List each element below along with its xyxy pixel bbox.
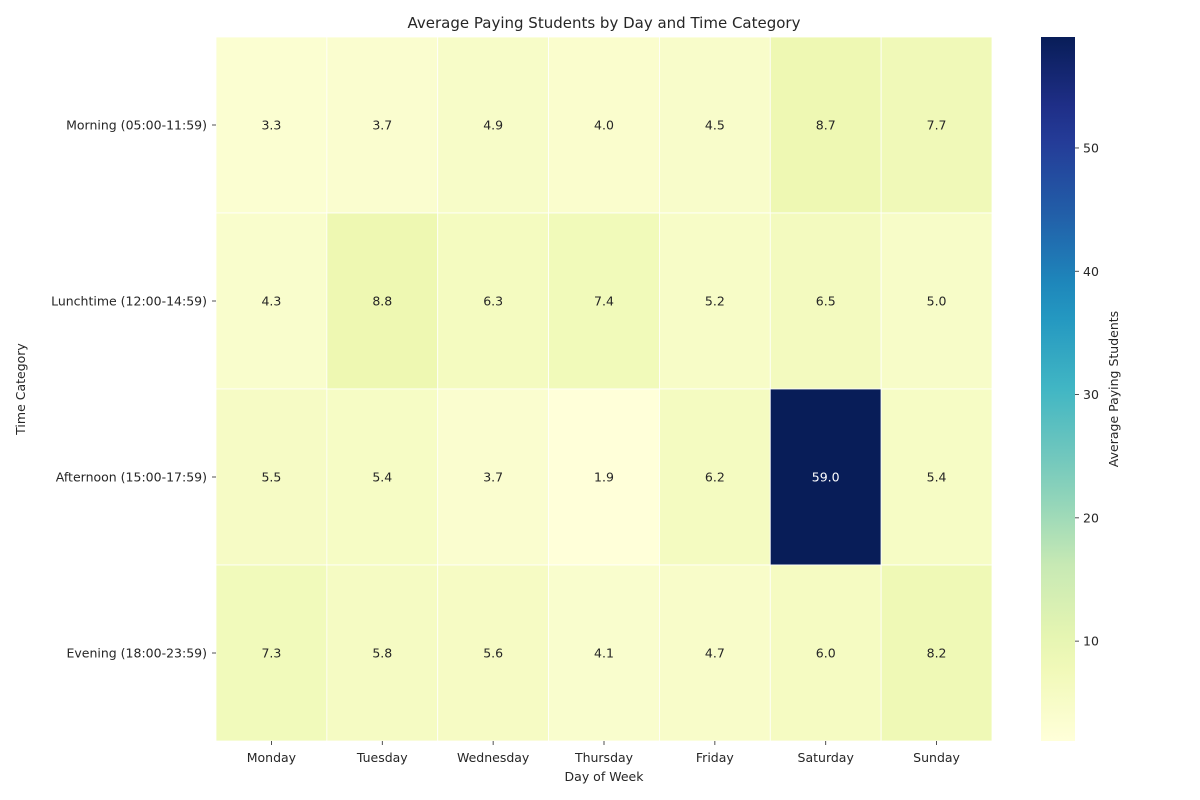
y-axis-ticks: Morning (05:00-11:59) Lunchtime (12:00-14…: [51, 118, 216, 661]
cell-value-label: 1.9: [594, 470, 614, 485]
heatmap-cell: [326, 388, 439, 566]
cell-value-label: 5.0: [927, 294, 947, 309]
x-tick-label: Sunday: [913, 750, 960, 765]
cell-value-label: 8.8: [372, 294, 392, 309]
y-tick-label: Morning (05:00-11:59): [66, 118, 207, 133]
colorbar-tick-label: 30: [1083, 387, 1099, 402]
cell-value-label: 5.8: [372, 646, 392, 661]
heatmap-cell: [215, 36, 328, 214]
chart-title: Average Paying Students by Day and Time …: [408, 14, 801, 32]
heatmap-cell: [215, 564, 328, 742]
cell-value-label: 5.5: [261, 470, 281, 485]
cell-value-label: 7.3: [261, 646, 281, 661]
cell-value-label: 8.2: [927, 646, 947, 661]
heatmap-cell: [659, 212, 771, 390]
cell-value-label: 3.3: [261, 118, 281, 133]
heatmap-cell: [659, 564, 771, 742]
heatmap-cell: [659, 36, 771, 214]
x-tick-label: Tuesday: [356, 750, 408, 765]
heatmap-cell: [880, 388, 993, 566]
heatmap-cell: [437, 388, 549, 566]
x-tick-label: Saturday: [798, 750, 855, 765]
heatmap-cell: [880, 564, 993, 742]
heatmap-cell: [548, 388, 660, 566]
cell-value-label: 6.5: [816, 294, 836, 309]
cell-value-label: 4.3: [261, 294, 281, 309]
heatmap-cell: [215, 212, 328, 390]
cell-value-label: 4.5: [705, 118, 725, 133]
heatmap-cell: [326, 564, 439, 742]
cell-value-label: 4.1: [594, 646, 614, 661]
cell-value-label: 6.3: [483, 294, 503, 309]
cell-value-label: 59.0: [812, 470, 840, 485]
cell-value-label: 4.7: [705, 646, 725, 661]
heatmap-cell: [437, 36, 549, 214]
y-axis-label: Time Category: [13, 343, 28, 436]
cell-value-label: 5.2: [705, 294, 725, 309]
heatmap-cell: [326, 36, 439, 214]
cell-value-label: 4.0: [594, 118, 614, 133]
cell-value-label: 6.2: [705, 470, 725, 485]
heatmap-cell: [215, 388, 328, 566]
colorbar-label: Average Paying Students: [1106, 311, 1121, 467]
heatmap-cell: [769, 564, 882, 742]
colorbar-tick-label: 10: [1083, 634, 1099, 649]
heatmap-cell: [548, 564, 660, 742]
y-tick-label: Afternoon (15:00-17:59): [56, 470, 207, 485]
cell-value-label: 5.4: [372, 470, 392, 485]
heatmap-cell-labels: 3.3 3.7 4.9 4.0 4.5 8.7 7.7 4.3 8.8 6.3 7.4 5.2 6.5 5…: [261, 118, 946, 661]
heatmap-cell: [659, 388, 771, 566]
cell-value-label: 7.7: [927, 118, 947, 133]
cell-value-label: 5.4: [927, 470, 947, 485]
x-tick-label: Wednesday: [457, 750, 530, 765]
heatmap-cell: [548, 36, 660, 214]
heatmap-cell: [769, 212, 882, 390]
cell-value-label: 7.4: [594, 294, 614, 309]
colorbar-ticks: 10 20 30 40 50: [1075, 140, 1099, 649]
cell-value-label: 6.0: [816, 646, 836, 661]
x-tick-label: Friday: [696, 750, 734, 765]
x-tick-label: Thursday: [574, 750, 634, 765]
cell-value-label: 3.7: [483, 470, 503, 485]
x-tick-label: Monday: [247, 750, 297, 765]
x-axis-label: Day of Week: [565, 769, 645, 784]
colorbar-tick-label: 40: [1083, 264, 1099, 279]
heatmap-cell: [437, 212, 549, 390]
cell-value-label: 4.9: [483, 118, 503, 133]
cell-value-label: 5.6: [483, 646, 503, 661]
cell-value-label: 3.7: [372, 118, 392, 133]
heatmap-cell: [880, 36, 993, 214]
colorbar-tick-label: 50: [1083, 140, 1099, 155]
y-tick-label: Evening (18:00-23:59): [66, 646, 207, 661]
heatmap-cell: [769, 36, 882, 214]
heatmap-cell: [769, 388, 882, 566]
heatmap-cells: [215, 36, 993, 742]
heatmap-cell: [880, 212, 993, 390]
colorbar-tick-label: 20: [1083, 510, 1099, 525]
y-tick-label: Lunchtime (12:00-14:59): [51, 294, 207, 309]
colorbar: [1041, 37, 1075, 741]
x-axis-ticks: Monday Tuesday Wednesday Thursday Friday Satu…: [247, 741, 961, 765]
cell-value-label: 8.7: [816, 118, 836, 133]
